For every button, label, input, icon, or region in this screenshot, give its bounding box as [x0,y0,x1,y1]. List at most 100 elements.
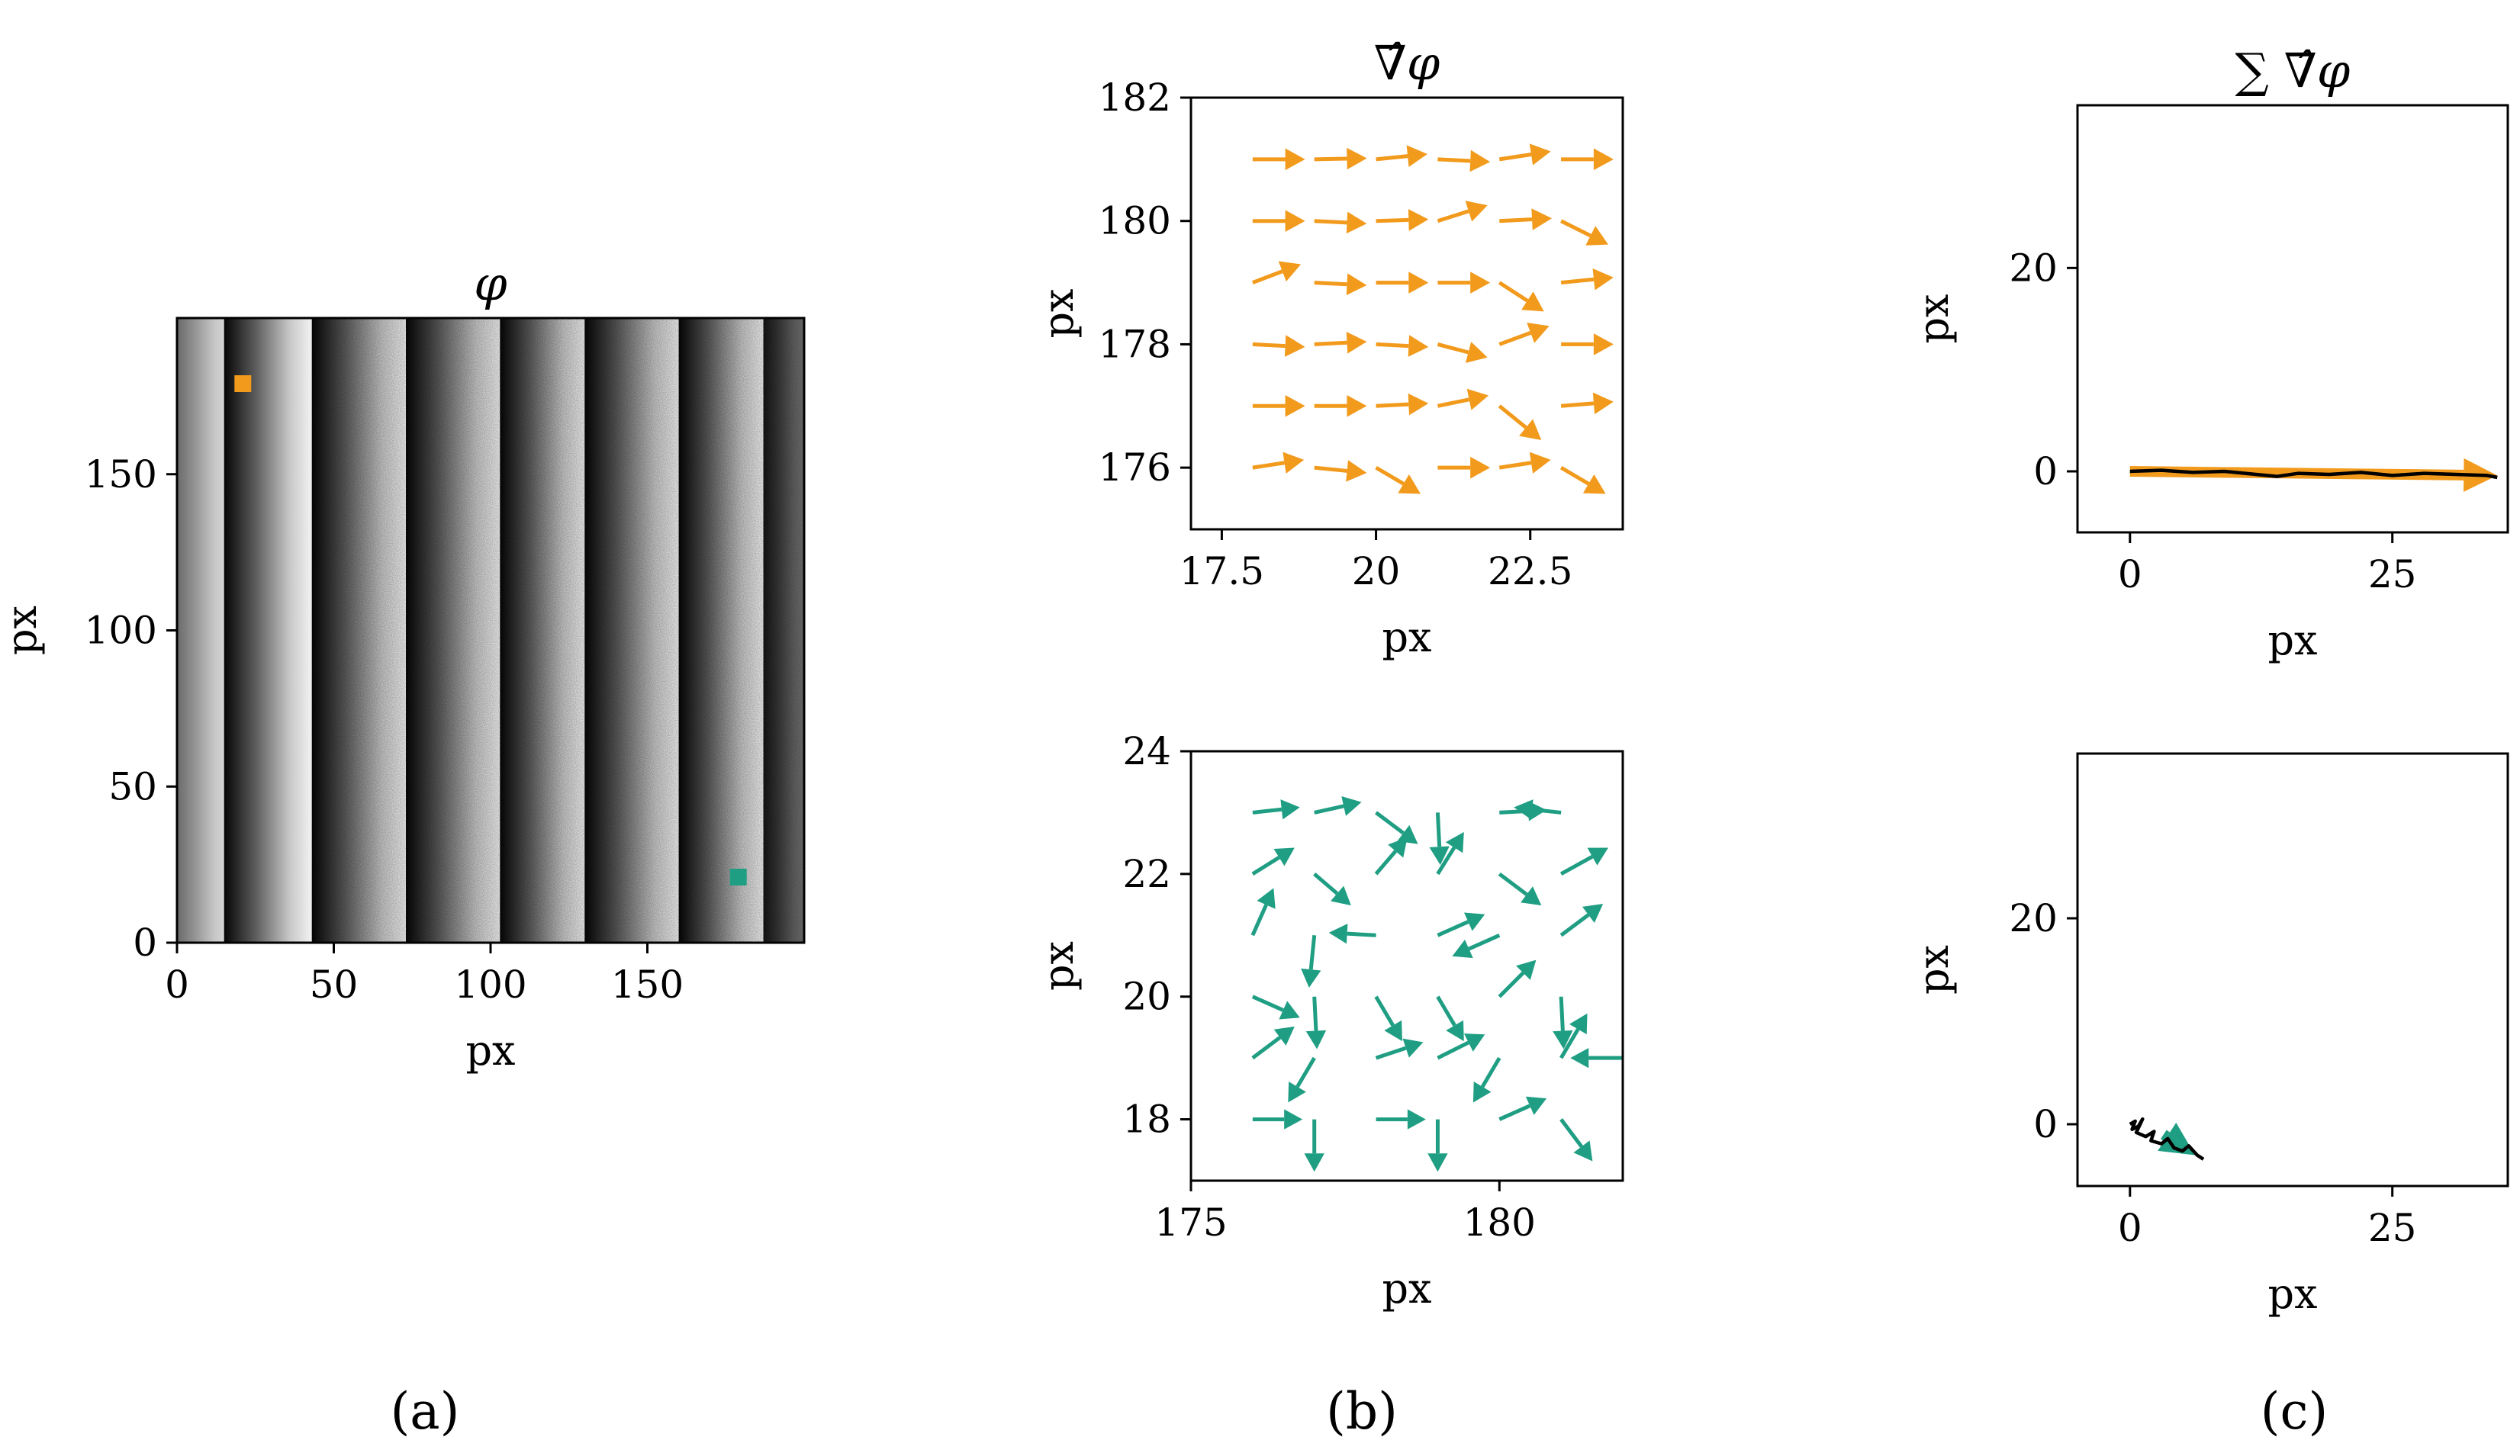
vector-arrow [1252,148,1305,171]
vector-arrow [1374,995,1402,1042]
vector-arrow [1288,1056,1316,1103]
vector-arrow [1498,322,1550,346]
vector-arrow [1328,924,1376,944]
vector-arrow [1314,211,1367,234]
vector-arrow [1314,147,1367,170]
vector-arrow [1250,888,1276,937]
panel-label-c: (c) [2261,1382,2328,1441]
panel-c-top-path: 0 25 0 20 px px ∑ ∇̂φ [1910,43,2509,664]
vector-arrow [1251,995,1300,1020]
y-tick-label: 20 [1122,975,1171,1019]
vector-arrow [1570,1047,1623,1069]
y-tick-label: 0 [2033,449,2058,493]
vector-arrow [1376,145,1427,167]
vector-arrow [1251,847,1295,876]
y-axis-label: px [1035,288,1083,338]
y-axis-label: px [1910,945,1958,995]
vector-arrow [1437,272,1491,294]
vector-arrow [1314,273,1367,295]
vector-arrow [1560,268,1614,291]
vector-arrow [1498,872,1542,906]
y-tick-label: 0 [2033,1102,2058,1146]
y-tick-label: 24 [1122,729,1171,773]
fringe-band-tint [177,318,224,943]
vector-arrow [1437,912,1485,937]
vector-arrow [1437,342,1488,363]
vector-arrow [1559,1118,1593,1162]
vector-arrow [1472,1056,1501,1103]
vector-arrow [1437,201,1488,223]
x-tick-label: 0 [2118,1206,2142,1250]
vector-arrow [1252,452,1305,474]
vector-arrow [1305,996,1327,1049]
panel-a-heatmap: 0 50 100 150 0 50 100 150 px px φ [0,256,806,1075]
vector-arrow [1252,335,1305,357]
y-tick-label: 150 [85,452,157,497]
y-tick-label: 22 [1122,852,1171,896]
vector-arrow [1559,847,1608,876]
vector-arrow [1559,904,1604,937]
y-tick-label: 176 [1099,445,1171,490]
region-marker-orange [234,374,252,392]
panel-label-a: (a) [391,1382,460,1441]
y-tick-label: 180 [1099,199,1171,243]
cumulative-trace [2129,468,2498,480]
chart-title: ∇̂φ [1374,35,1440,91]
vector-arrow [1252,1109,1303,1130]
vector-arrow [1498,404,1542,440]
y-tick-label: 50 [108,764,157,808]
x-tick-label: 25 [2368,1206,2417,1250]
x-axis-label: px [2267,1270,2317,1318]
cumulative-sum [2129,458,2498,492]
plot-frame [2076,752,2509,1188]
x-tick-label: 100 [454,963,526,1007]
x-tick-label: 180 [1463,1200,1536,1245]
vector-arrow [1429,812,1450,866]
y-tick-label: 100 [85,609,157,653]
y-tick-label: 0 [133,921,157,965]
y-tick-label: 20 [2009,896,2058,940]
vector-arrow [1498,1096,1547,1121]
y-tick-label: 18 [1122,1098,1171,1142]
vector-arrow [1314,796,1362,816]
vector-arrow [1251,1026,1295,1060]
x-tick-label: 22.5 [1488,549,1572,593]
chart-title: φ [474,256,507,311]
vector-arrow [1498,959,1537,998]
vector-arrow [1427,1119,1448,1172]
dark-edge [763,318,804,943]
vector-arrow [1436,831,1464,876]
vector-arrow [1561,148,1614,171]
y-axis-label: px [1035,941,1083,991]
vector-arrow [1313,872,1351,906]
noise-overlay [311,318,804,943]
y-axis-label: px [0,606,46,655]
panel-b-bottom-quiver: 175 180 18 20 22 24 px px [1035,729,1624,1313]
phase-image [177,318,804,943]
vector-arrow [1437,149,1491,172]
vector-arrow [1304,1119,1324,1172]
x-axis-label: px [465,1027,515,1075]
vector-arrow [1436,995,1464,1042]
vector-arrow [1560,392,1614,415]
vector-arrow [1374,837,1408,876]
panel-label-b: (b) [1326,1382,1398,1441]
vector-arrow [1498,452,1551,474]
x-tick-label: 0 [165,963,189,1007]
vector-arrow [1553,996,1573,1049]
vector-arrow [1376,209,1429,231]
vector-arrow [1437,1033,1485,1060]
vector-arrow [1376,393,1429,416]
vector-arrow [1498,143,1551,166]
vector-arrow [1375,811,1418,844]
vector-arrow [1314,332,1367,354]
vector-arrow [1376,335,1429,357]
vector-arrow [1498,281,1544,312]
y-tick-label: 182 [1099,76,1171,120]
y-tick-label: 20 [2009,246,2058,290]
vector-arrow [1251,261,1302,284]
x-tick-label: 25 [2368,552,2417,596]
y-tick-label: 178 [1099,322,1171,366]
vector-arrow [1560,219,1608,246]
